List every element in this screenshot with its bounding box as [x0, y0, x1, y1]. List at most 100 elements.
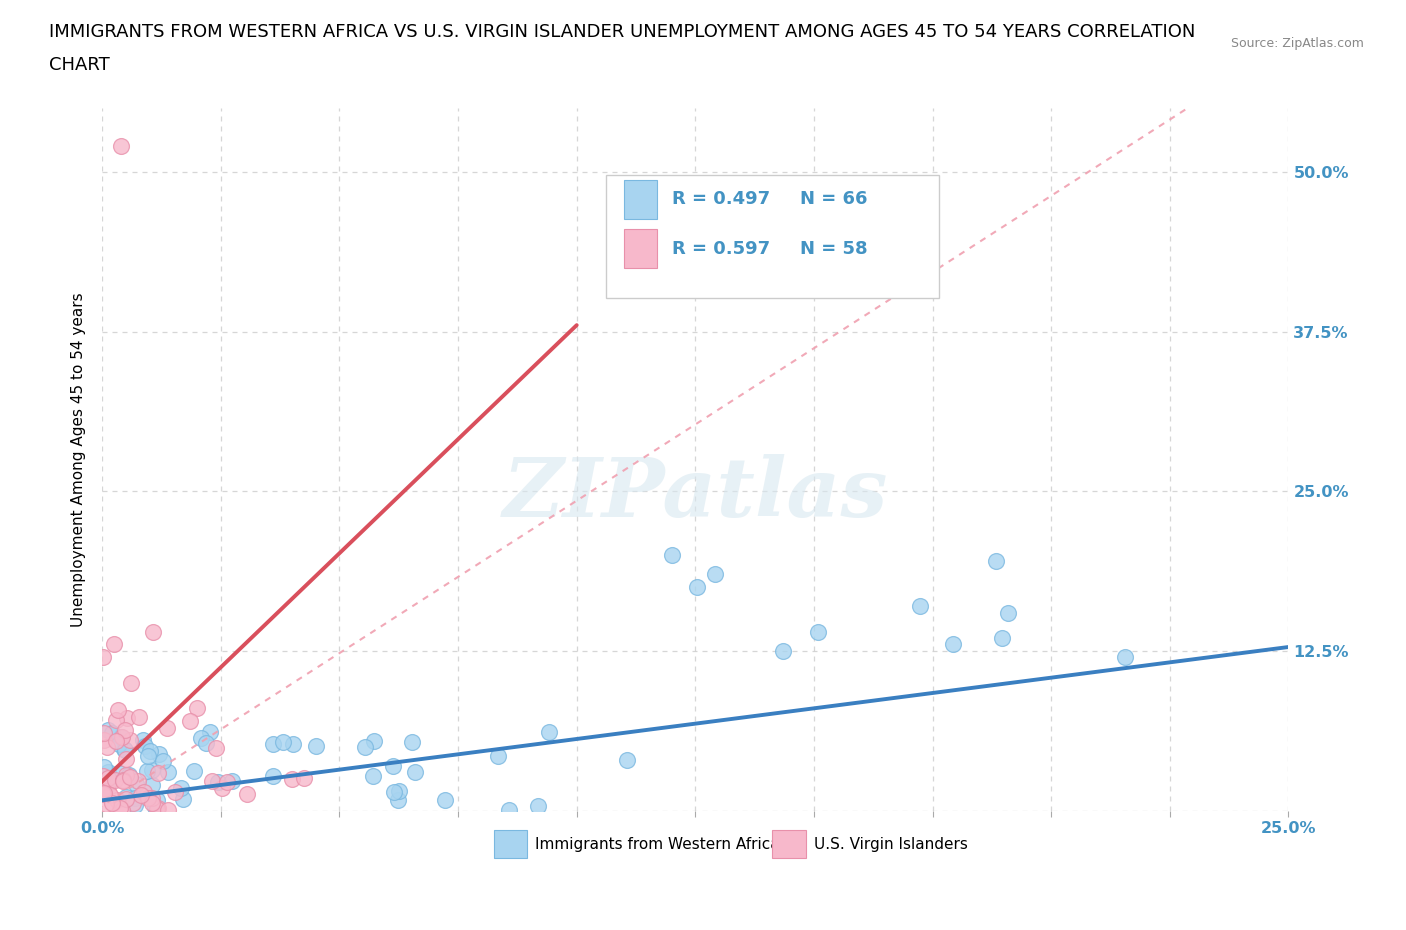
Point [94, 796, 117, 811]
FancyBboxPatch shape [624, 180, 658, 219]
Point [361, 768, 384, 783]
Point [132, 733, 155, 748]
Point [120, 733, 142, 748]
Point [93, 733, 115, 748]
Point [146, 792, 169, 807]
Point [129, 788, 152, 803]
Point [388, 784, 411, 799]
Point [124, 790, 146, 805]
Point [686, 579, 709, 594]
Point [201, 774, 224, 789]
Point [294, 770, 316, 785]
Point [772, 644, 794, 658]
Point [91, 768, 114, 783]
Point [139, 743, 162, 758]
Point [100, 796, 122, 811]
Point [121, 795, 143, 810]
Point [104, 772, 127, 787]
Point [211, 780, 233, 795]
Point [363, 733, 385, 748]
Point [120, 675, 142, 690]
Point [205, 741, 228, 756]
Text: R = 0.497: R = 0.497 [672, 191, 769, 208]
Text: CHART: CHART [49, 56, 110, 73]
Point [91, 782, 114, 797]
Point [382, 758, 405, 773]
Point [104, 734, 127, 749]
Point [271, 735, 294, 750]
Point [114, 743, 136, 758]
FancyBboxPatch shape [772, 830, 806, 858]
Point [910, 599, 932, 614]
Point [97, 723, 120, 737]
Point [486, 749, 509, 764]
Text: Immigrants from Western Africa: Immigrants from Western Africa [536, 837, 780, 852]
Point [114, 741, 136, 756]
Point [434, 792, 457, 807]
Point [101, 725, 124, 740]
Point [141, 763, 163, 777]
Point [382, 785, 405, 800]
Point [527, 799, 550, 814]
Point [401, 735, 423, 750]
Text: N = 58: N = 58 [800, 240, 868, 258]
Point [97, 771, 120, 786]
Point [236, 787, 259, 802]
Text: U.S. Virgin Islanders: U.S. Virgin Islanders [814, 837, 967, 852]
Point [942, 637, 965, 652]
Point [134, 784, 156, 799]
FancyBboxPatch shape [494, 830, 527, 858]
Point [142, 624, 165, 639]
Point [179, 713, 201, 728]
Text: N = 66: N = 66 [800, 191, 868, 208]
Point [1114, 650, 1136, 665]
FancyBboxPatch shape [624, 229, 658, 268]
Point [112, 774, 135, 789]
Point [304, 738, 326, 753]
Point [97, 783, 120, 798]
Point [146, 802, 169, 817]
Point [128, 710, 150, 724]
Point [991, 631, 1014, 645]
Text: ZIPatlas: ZIPatlas [502, 455, 889, 535]
Point [110, 729, 132, 744]
Point [107, 702, 129, 717]
Point [198, 724, 221, 739]
Point [190, 730, 212, 745]
Point [138, 749, 160, 764]
Point [404, 764, 426, 779]
Point [157, 803, 180, 817]
Point [155, 721, 177, 736]
Point [118, 767, 141, 782]
Point [91, 787, 114, 802]
Point [96, 778, 118, 793]
Point [262, 768, 284, 783]
Point [616, 752, 638, 767]
Point [115, 767, 138, 782]
Y-axis label: Unemployment Among Ages 45 to 54 years: Unemployment Among Ages 45 to 54 years [72, 292, 86, 627]
Point [186, 701, 208, 716]
Point [114, 723, 136, 737]
Point [93, 786, 115, 801]
Point [152, 753, 174, 768]
Point [172, 791, 194, 806]
Text: IMMIGRANTS FROM WESTERN AFRICA VS U.S. VIRGIN ISLANDER UNEMPLOYMENT AMONG AGES 4: IMMIGRANTS FROM WESTERN AFRICA VS U.S. V… [49, 23, 1195, 41]
Point [127, 774, 149, 789]
Point [170, 780, 193, 795]
Point [91, 650, 114, 665]
Point [136, 790, 159, 805]
Point [93, 760, 115, 775]
Point [143, 800, 166, 815]
Point [108, 766, 131, 781]
Point [125, 777, 148, 791]
Point [537, 724, 560, 739]
Point [146, 765, 169, 780]
Point [97, 774, 120, 789]
Point [105, 712, 128, 727]
Point [114, 791, 136, 806]
Point [134, 738, 156, 753]
Point [148, 747, 170, 762]
Point [807, 624, 830, 639]
Point [124, 797, 146, 812]
Point [93, 725, 115, 740]
